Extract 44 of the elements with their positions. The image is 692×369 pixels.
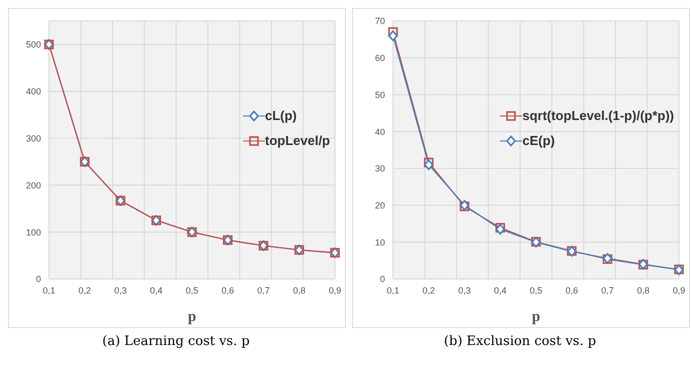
x-tick-label: 0,4 xyxy=(150,285,163,296)
x-tick-label: 0,7 xyxy=(257,285,270,296)
legend-label: topLevel/p xyxy=(264,133,330,148)
y-tick-label: 30 xyxy=(374,164,385,174)
y-tick-label: 500 xyxy=(26,40,41,50)
x-tick-label: 0,2 xyxy=(78,285,92,296)
y-tick-label: 70 xyxy=(374,16,385,26)
y-tick-label: 100 xyxy=(26,227,41,238)
y-tick-label: 400 xyxy=(26,86,41,97)
x-tick-label: 0,5 xyxy=(186,285,198,296)
x-axis-title: p xyxy=(532,309,540,325)
x-tick-label: 0,5 xyxy=(530,285,542,296)
x-tick-label: 0,3 xyxy=(458,285,471,296)
x-tick-label: 0,6 xyxy=(221,285,234,296)
text: (a) Learning cost vs. p xyxy=(101,334,251,349)
y-tick-label: 60 xyxy=(374,53,385,64)
point xyxy=(388,30,398,42)
x-tick-label: 0,7 xyxy=(601,285,614,296)
x-tick-label: 0,4 xyxy=(494,285,507,296)
x-tick-label: 0,8 xyxy=(636,285,650,296)
y-tick-label: 300 xyxy=(26,133,41,144)
x-tick-label: 0,9 xyxy=(328,285,342,296)
x-tick-label: 0,2 xyxy=(422,285,436,296)
text: (b) Exclusion cost vs. p xyxy=(442,334,598,349)
y-tick-label: 20 xyxy=(374,200,385,210)
y-tick-label: 10 xyxy=(374,237,385,248)
y-tick-label: 200 xyxy=(26,180,41,190)
legend-label: cE(p) xyxy=(522,133,555,148)
legend-label: sqrt(topLevel.(1-p)/(p*p)) xyxy=(522,108,674,123)
x-tick-label: 0,3 xyxy=(114,285,127,296)
x-tick-label: 0,1 xyxy=(386,285,400,296)
y-tick-label: 50 xyxy=(374,90,385,100)
y-tick-label: 0 xyxy=(36,274,41,284)
point xyxy=(388,27,398,37)
x-tick-label: 0,9 xyxy=(672,285,686,296)
y-tick-label: 40 xyxy=(374,126,385,137)
x-tick-label: 0,1 xyxy=(42,285,56,296)
x-tick-label: 0,8 xyxy=(292,285,306,296)
legend-label: cL(p) xyxy=(264,108,297,123)
point xyxy=(424,159,434,170)
x-tick-label: 0,6 xyxy=(565,285,578,296)
x-axis-title: p xyxy=(188,309,196,325)
point xyxy=(424,158,434,168)
y-tick-label: 0 xyxy=(380,274,385,284)
